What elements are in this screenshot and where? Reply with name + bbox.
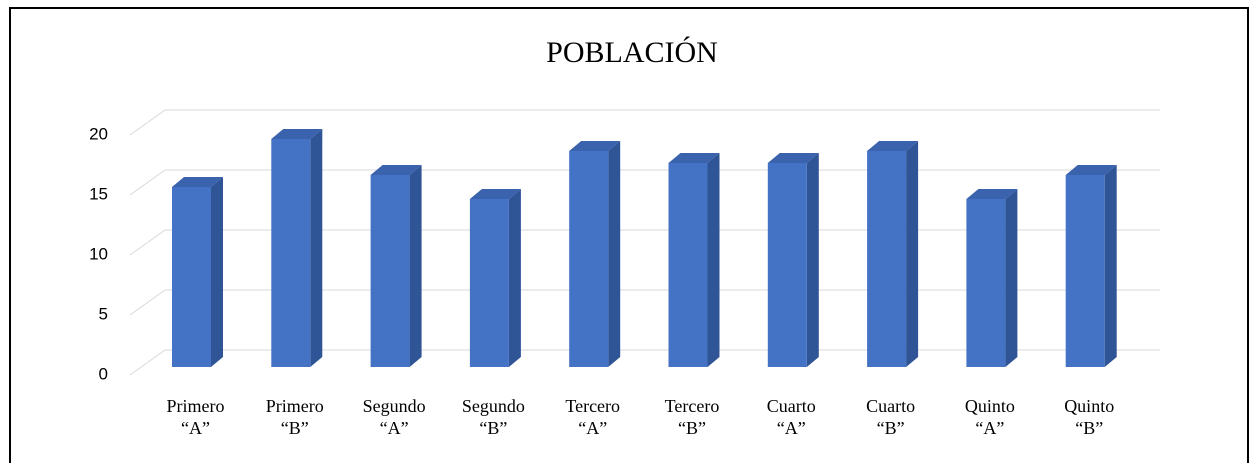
grid-line — [129, 349, 166, 376]
bar-side — [508, 189, 521, 367]
y-tick-label: 20 — [89, 124, 108, 143]
bar-top — [668, 153, 720, 163]
x-tick-label: “A” — [181, 418, 210, 438]
bar-top — [569, 141, 621, 151]
y-tick-label: 10 — [89, 244, 108, 263]
bar-top — [370, 165, 422, 175]
bar-side — [409, 165, 422, 367]
x-tick-label: “B” — [281, 418, 309, 438]
x-tick-label: “B” — [479, 418, 507, 438]
bar — [469, 199, 509, 367]
bar-side — [1104, 165, 1117, 367]
x-tick-label: Segundo — [363, 396, 426, 416]
x-tick-label: “A” — [777, 418, 806, 438]
bar-top — [1065, 165, 1117, 175]
bar — [767, 163, 807, 367]
bar — [370, 175, 410, 367]
bar-side — [1005, 189, 1018, 367]
y-tick-label: 0 — [99, 364, 108, 383]
x-tick-label: “B” — [678, 418, 706, 438]
x-tick-label: “A” — [578, 418, 607, 438]
x-tick-label: Tercero — [565, 396, 620, 416]
bar-top — [469, 189, 521, 199]
bar-side — [211, 177, 223, 367]
x-tick-label: “A” — [380, 418, 409, 438]
bar — [668, 163, 708, 367]
bar — [172, 187, 211, 367]
x-tick-label: Quinto — [1064, 396, 1114, 416]
x-tick-label: “B” — [877, 418, 905, 438]
x-tick-label: “B” — [1075, 418, 1103, 438]
bar-side — [608, 141, 621, 367]
x-tick-label: Primero — [167, 396, 225, 416]
grid-line — [129, 229, 166, 256]
bar-top — [767, 153, 819, 163]
x-tick-label: “A” — [975, 418, 1004, 438]
y-tick-label: 15 — [89, 184, 108, 203]
bar-side — [707, 153, 720, 367]
x-tick-label: Quinto — [965, 396, 1015, 416]
bar-top — [271, 129, 323, 139]
y-tick-label: 5 — [99, 304, 108, 323]
grid-line — [129, 109, 166, 136]
x-tick-label: Cuarto — [866, 396, 915, 416]
bar-top — [172, 177, 223, 187]
bar-side — [906, 141, 919, 367]
chart-title: POBLACIÓN — [546, 36, 718, 69]
bar-side — [310, 129, 323, 367]
bar — [271, 139, 311, 367]
grid-line — [129, 169, 166, 196]
bar-side — [806, 153, 819, 367]
bar — [966, 199, 1006, 367]
x-tick-label: Segundo — [462, 396, 525, 416]
bar — [569, 151, 609, 367]
bar — [867, 151, 907, 367]
x-tick-label: Tercero — [665, 396, 720, 416]
bar — [1065, 175, 1105, 367]
x-tick-label: Primero — [266, 396, 324, 416]
bar-top — [867, 141, 919, 151]
bar-top — [966, 189, 1018, 199]
grid-line — [129, 289, 166, 316]
x-tick-label: Cuarto — [767, 396, 816, 416]
